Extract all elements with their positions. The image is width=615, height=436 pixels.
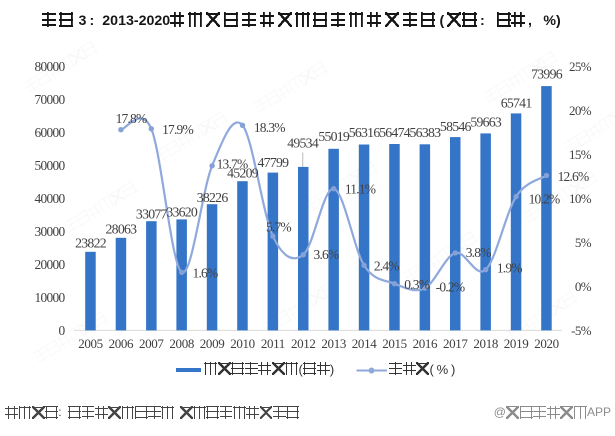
svg-text:11.1%: 11.1% [345,182,376,197]
svg-text:33620: 33620 [166,204,198,219]
svg-text:13.7%: 13.7% [217,157,248,172]
svg-text:38226: 38226 [197,190,229,205]
svg-text:3.8%: 3.8% [466,245,491,260]
svg-text:59663: 59663 [470,115,502,130]
svg-text:58546: 58546 [440,119,472,134]
svg-text:2016: 2016 [413,336,438,351]
svg-text:20000: 20000 [35,257,66,272]
svg-text:2013: 2013 [321,336,346,351]
svg-text:73996: 73996 [531,67,563,82]
svg-text:65741: 65741 [501,96,533,111]
svg-text:2011: 2011 [261,336,285,351]
svg-text:70000: 70000 [35,92,66,107]
svg-text:55019: 55019 [318,129,350,144]
svg-text:56474: 56474 [379,125,411,140]
svg-text:2010: 2010 [230,336,255,351]
svg-text:18.3%: 18.3% [254,120,285,135]
svg-text:-5%: -5% [571,323,592,338]
svg-text:0: 0 [59,323,66,338]
svg-text:60000: 60000 [35,125,66,140]
svg-text:56316: 56316 [349,125,381,140]
svg-text:12.6%: 12.6% [558,169,589,184]
svg-text:2012: 2012 [291,336,316,351]
svg-text:2007: 2007 [139,336,164,351]
svg-text:2.4%: 2.4% [374,258,399,273]
svg-text:0.3%: 0.3% [404,277,429,292]
svg-text:10000: 10000 [35,290,66,305]
svg-text:49534: 49534 [287,136,319,151]
svg-text:2009: 2009 [200,336,225,351]
svg-text:2006: 2006 [109,336,134,351]
svg-text:5.7%: 5.7% [266,219,291,234]
svg-text:45209: 45209 [227,166,259,181]
svg-text:56383: 56383 [410,125,442,140]
svg-text:1.6%: 1.6% [193,266,218,281]
svg-text:40000: 40000 [35,191,66,206]
svg-text:10%: 10% [569,191,592,206]
svg-text:20%: 20% [569,103,592,118]
svg-text:2014: 2014 [352,336,377,351]
svg-text:47799: 47799 [258,155,290,170]
svg-text:33077: 33077 [136,206,168,221]
svg-text:2018: 2018 [473,336,498,351]
svg-text:23822: 23822 [75,236,107,251]
svg-text:1.9%: 1.9% [497,260,522,275]
svg-text:30000: 30000 [35,224,66,239]
svg-text:0%: 0% [575,279,592,294]
svg-text:80000: 80000 [35,59,66,74]
svg-text:5%: 5% [575,235,592,250]
svg-text:2017: 2017 [443,336,468,351]
svg-text:2015: 2015 [382,336,407,351]
svg-text:15%: 15% [569,147,592,162]
svg-text:28063: 28063 [106,222,138,237]
svg-text:-0.2%: -0.2% [436,280,465,295]
svg-text:2008: 2008 [169,336,194,351]
svg-text:2020: 2020 [534,336,559,351]
svg-text:17.8%: 17.8% [116,111,147,126]
svg-text:3.6%: 3.6% [314,247,339,262]
svg-text:2005: 2005 [78,336,103,351]
svg-text:2019: 2019 [504,336,529,351]
svg-text:25%: 25% [569,59,592,74]
svg-text:17.9%: 17.9% [162,122,193,137]
svg-text:10.2%: 10.2% [529,191,560,206]
svg-text:50000: 50000 [35,158,66,173]
